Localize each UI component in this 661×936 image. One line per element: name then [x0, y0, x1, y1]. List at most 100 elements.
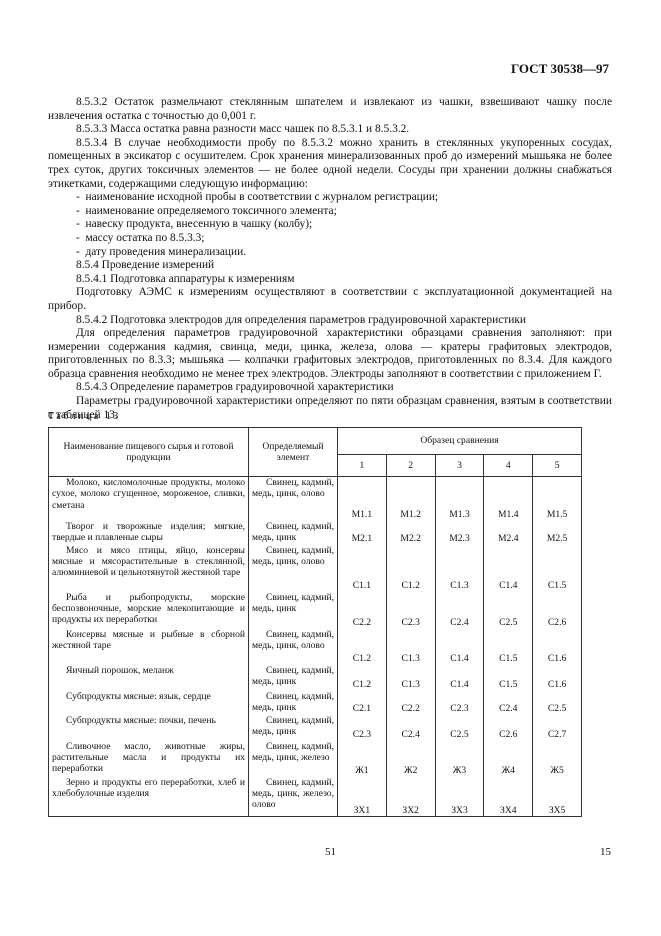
table-cell: М2.4 — [483, 520, 534, 545]
table-body: Молоко, кисломолочные продукты, молоко с… — [48, 476, 582, 817]
page-number: 15 — [600, 846, 611, 858]
paragraph: 8.5.4 Проведение измерений — [76, 259, 215, 272]
header-cell: Определяемый элемент — [248, 427, 338, 477]
table-cell: М1.1 — [337, 476, 387, 521]
table-cell: Свинец, кадмий, медь, цинк — [248, 690, 338, 715]
table-head: Наименование пищевого сырья и готовой пр… — [48, 427, 582, 477]
table-cell: С1.5 — [483, 628, 534, 665]
table-row: Консервы мясные и рыбные в сборной жестя… — [48, 628, 582, 665]
table-cell: Мясо и мясо птицы, яйцо, консервы мясные… — [48, 544, 249, 592]
paragraph: 8.5.4.1 Подготовка аппаратуры к измерени… — [76, 272, 295, 285]
table-cell: С1.5 — [483, 664, 534, 691]
table-cell: М2.2 — [385, 520, 436, 545]
paragraph: Для определения параметров градуировочно… — [48, 327, 612, 380]
table-cell: М1.2 — [385, 476, 436, 521]
paragraph: 8.5.3.4 В случае необходимости пробу по … — [48, 136, 612, 190]
table-cell: С2.3 — [385, 591, 436, 629]
list-item: дату проведения минерализации. — [48, 246, 612, 260]
table-cell: С2.3 — [337, 714, 387, 741]
table-cell: Творог и творожные изделия; мягкие, твер… — [48, 520, 249, 545]
table-cell: С1.3 — [385, 664, 436, 691]
table-row: Зерно и продукты его переработки, хлеб и… — [48, 776, 582, 817]
table-cell: ЗХ2 — [385, 776, 436, 817]
table-cell: С2.4 — [385, 714, 436, 741]
table-cell: С1.5 — [532, 544, 582, 592]
header-cell: 5 — [532, 454, 582, 477]
table-cell: М1.4 — [483, 476, 534, 521]
table-cell: Рыба и рыбопродукты, морские беспозвоноч… — [48, 591, 249, 629]
paragraph: 8.5.3.3 Масса остатка равна разности мас… — [76, 123, 410, 136]
header-cell: 3 — [434, 454, 485, 477]
table-cell: С1.4 — [434, 664, 485, 691]
table-cell: М2.1 — [337, 520, 387, 545]
table-cell: Ж3 — [434, 740, 485, 777]
table-cell: С2.2 — [385, 690, 436, 715]
table-cell: С2.2 — [337, 591, 387, 629]
table-cell: Ж1 — [337, 740, 387, 777]
paragraph: 8.5.4.3 Определение параметров градуиров… — [76, 381, 394, 394]
paragraph: Параметры градуировочной характеристики … — [48, 395, 612, 421]
table-cell: С1.4 — [483, 544, 534, 592]
list-item: навеску продукта, внесенную в чашку (кол… — [48, 218, 612, 232]
table-caption: Таблица 13 — [48, 411, 121, 422]
page-number: 51 — [325, 846, 336, 858]
table-cell: М2.3 — [434, 520, 485, 545]
table-cell: С2.6 — [483, 714, 534, 741]
table-cell: С1.2 — [337, 664, 387, 691]
table-cell: ЗХ1 — [337, 776, 387, 817]
table-cell: С1.3 — [434, 544, 485, 592]
paragraph: Подготовку АЭМС к измерениям осуществляю… — [48, 286, 612, 312]
table-cell: Свинец, кадмий, медь, цинк, олово — [248, 628, 338, 665]
table-cell: Свинец, кадмий, медь, цинк, железо — [248, 740, 338, 777]
list-item: наименование определяемого токсичного эл… — [48, 205, 612, 219]
table-cell: Свинец, кадмий, медь, цинк — [248, 591, 338, 629]
header-cell: 1 — [337, 454, 387, 477]
table-row: Рыба и рыбопродукты, морские беспозвоноч… — [48, 591, 582, 629]
table-cell: С2.1 — [337, 690, 387, 715]
table-cell: Свинец, кадмий, медь, цинк — [248, 714, 338, 741]
table-cell: Субпродукты мясные: почки, печень — [48, 714, 249, 741]
table-cell: С2.5 — [483, 591, 534, 629]
table-cell: М1.5 — [532, 476, 582, 521]
table-cell: М2.5 — [532, 520, 582, 545]
header-row: Наименование пищевого сырья и готовой пр… — [48, 427, 582, 477]
table: Наименование пищевого сырья и готовой пр… — [48, 427, 582, 817]
table-cell: Яичный порошок, меланж — [48, 664, 249, 691]
table-cell: С1.6 — [532, 664, 582, 691]
header-cell: 4 — [483, 454, 534, 477]
table-cell: Ж5 — [532, 740, 582, 777]
body-text: 8.5.3.2 Остаток размельчают стеклянным ш… — [48, 96, 612, 422]
table-cell: С2.3 — [434, 690, 485, 715]
table-cell: С2.6 — [532, 591, 582, 629]
table-cell: ЗХ5 — [532, 776, 582, 817]
table-cell: Свинец, кадмий, медь, цинк, олово — [248, 544, 338, 592]
list-item: наименование исходной пробы в соответств… — [48, 191, 612, 205]
table-cell: С2.7 — [532, 714, 582, 741]
table-cell: Свинец, кадмий, медь, цинк, олово — [248, 476, 338, 521]
table-cell: С1.6 — [532, 628, 582, 665]
table-cell: Молоко, кисломолочные продукты, молоко с… — [48, 476, 249, 521]
header-cell: 2 — [385, 454, 436, 477]
paragraph: 8.5.3.2 Остаток размельчают стеклянным ш… — [48, 96, 612, 122]
table-cell: С2.4 — [483, 690, 534, 715]
table-cell: С1.2 — [385, 544, 436, 592]
table-cell: Сливочное масло, животные жиры, растител… — [48, 740, 249, 777]
table-cell: С1.2 — [337, 628, 387, 665]
table-cell: С1.3 — [385, 628, 436, 665]
table-cell: С2.5 — [434, 714, 485, 741]
table-cell: Ж4 — [483, 740, 534, 777]
table-cell: С1.4 — [434, 628, 485, 665]
table-cell: Свинец, кадмий, медь, цинк — [248, 520, 338, 545]
table-cell: Свинец, кадмий, медь, цинк, железо, олов… — [248, 776, 338, 817]
table-row: Яичный порошок, меланж Свинец, кадмий, ме… — [48, 664, 582, 691]
table-cell: С2.5 — [532, 690, 582, 715]
table-cell: Субпродукты мясные: язык, сердце — [48, 690, 249, 715]
table-cell: Зерно и продукты его переработки, хлеб и… — [48, 776, 249, 817]
table-cell: Свинец, кадмий, медь, цинк — [248, 664, 338, 691]
header-cell: Образец сравнения — [337, 427, 582, 455]
table-cell: С1.1 — [337, 544, 387, 592]
list-item: массу остатка по 8.5.3.3; — [48, 232, 612, 246]
table-cell: С2.4 — [434, 591, 485, 629]
